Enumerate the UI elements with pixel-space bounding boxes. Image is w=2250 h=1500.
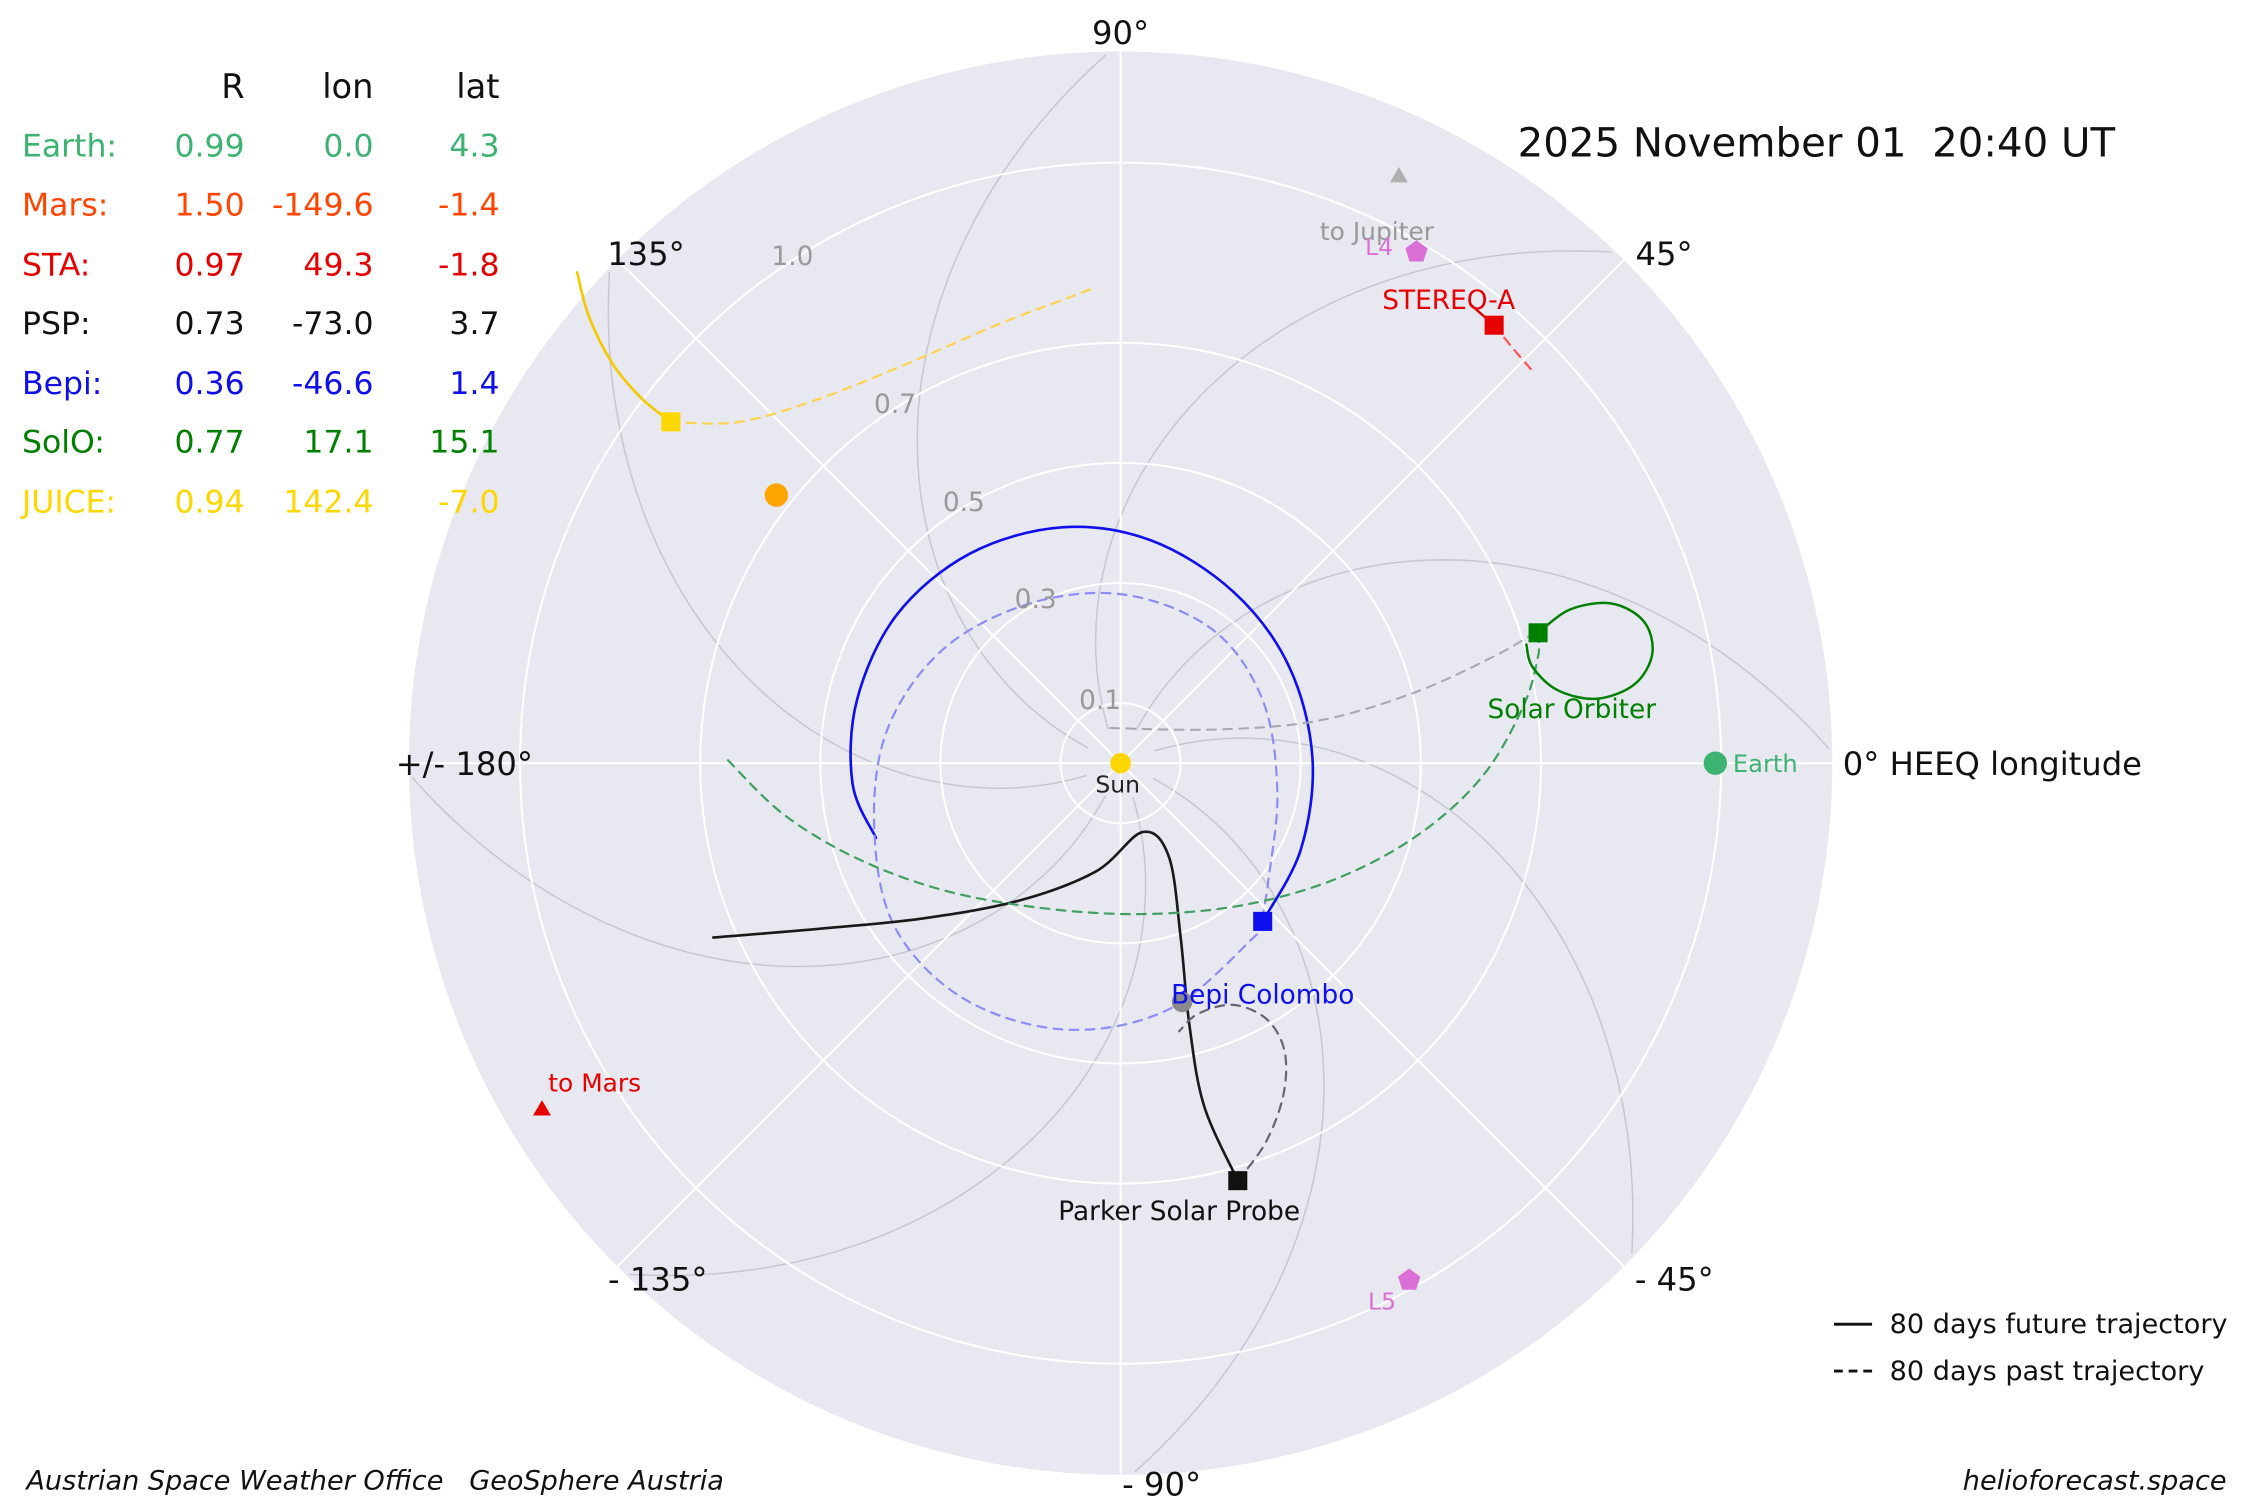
- angle-label-m45: - 45°: [1635, 1261, 1714, 1299]
- bepi-colombo-label: Bepi Colombo: [1171, 980, 1354, 1010]
- grey-past-trajectory: [1109, 633, 1534, 731]
- table-header-row: R lon lat: [22, 59, 500, 118]
- l4-marker: [1405, 240, 1428, 262]
- col-header-lon: lon: [322, 68, 374, 107]
- parker-spiral-line: [607, 272, 1087, 789]
- solar-orbiter-marker: [1528, 623, 1548, 643]
- juice-future-trajectory: [575, 271, 673, 424]
- ring-label-0-5: 0.5: [943, 488, 985, 518]
- grid-spoke: [616, 762, 1122, 1268]
- earth-label: Earth: [1733, 750, 1798, 778]
- dashed-line-glyph: [1833, 1369, 1873, 1373]
- legend-past-row: 80 days past trajectory: [1833, 1348, 2228, 1395]
- parker-spiral-line: [1134, 777, 1325, 1473]
- grid-spoke: [1119, 762, 1625, 1268]
- grid-spoke: [1119, 259, 1625, 764]
- grid-ring: [939, 581, 1302, 945]
- grid-ring: [699, 341, 1543, 1185]
- footer-attribution: Austrian Space Weather Office GeoSphere …: [26, 1466, 724, 1498]
- psp-label: Parker Solar Probe: [1058, 1197, 1300, 1227]
- legend-past-label: 80 days past trajectory: [1889, 1355, 2205, 1387]
- grid-ring: [1059, 702, 1182, 825]
- angle-label-0: 0° HEEQ longitude: [1843, 745, 2142, 783]
- parker-spiral-line: [1094, 250, 1612, 730]
- bepi-future-trajectory: [849, 525, 1315, 923]
- solid-line-glyph: [1833, 1322, 1873, 1326]
- ring-label-1-0: 1.0: [772, 242, 814, 272]
- parker-spiral-line: [1135, 559, 1830, 750]
- angle-label-m90: - 90°: [1122, 1466, 1201, 1500]
- footer-website: helioforecast.space: [1962, 1466, 2227, 1498]
- juice-marker: [661, 412, 681, 432]
- angle-label-135: 135°: [607, 235, 685, 273]
- parker-spiral-line: [916, 54, 1107, 749]
- psp-past-trajectory: [1178, 1003, 1288, 1182]
- angle-label-45: 45°: [1636, 235, 1693, 273]
- solar-orbiter-label: Solar Orbiter: [1487, 695, 1656, 725]
- legend-future-row: 80 days future trajectory: [1833, 1301, 2228, 1348]
- col-header-lat: lat: [456, 68, 500, 107]
- parker-spiral-line: [1154, 737, 1634, 1255]
- table-row-sta: STA: 0.97 49.3 -1.8: [21, 246, 500, 284]
- table-row-earth: Earth: 0.99 0.0 4.3: [21, 128, 500, 165]
- bepi-colombo-marker: [1253, 911, 1273, 931]
- stereo-a-label: STEREO-A: [1382, 286, 1515, 316]
- psp-marker: [1228, 1171, 1248, 1191]
- table-row-juice: JUICE: 0.94 142.4 -7.0: [21, 484, 500, 521]
- venus-marker: [764, 483, 789, 507]
- angle-label-90: 90°: [1092, 14, 1149, 52]
- solo-past-trajectory: [726, 634, 1541, 916]
- mercury-marker: [1171, 991, 1193, 1013]
- col-header-r: R: [221, 68, 245, 107]
- trajectory-legend: 80 days future trajectory 80 days past t…: [1833, 1301, 2228, 1395]
- to-mars-marker: [533, 1100, 551, 1116]
- to-jupiter-marker: [1389, 166, 1408, 183]
- datetime-title: 2025 November 01 20:40 UT: [1517, 120, 2116, 167]
- ring-label-0-3: 0.3: [1015, 585, 1057, 615]
- stereo-a-marker: [1484, 315, 1504, 335]
- earth-marker: [1703, 751, 1728, 775]
- parker-spiral-line: [411, 777, 1107, 968]
- table-row-solo: SolO: 0.77 17.1 15.1: [21, 424, 500, 462]
- grid-spoke: [616, 259, 1122, 764]
- ring-label-0-7: 0.7: [874, 390, 916, 420]
- sun-label: Sun: [1095, 770, 1140, 798]
- table-row-psp: PSP: 0.73 -73.0 3.7: [21, 306, 500, 343]
- bepi-past-trajectory: [872, 591, 1279, 1031]
- l4-label: L4: [1365, 233, 1393, 261]
- sun-marker: [1110, 752, 1131, 774]
- to-jupiter-label: to Jupiter: [1320, 217, 1435, 246]
- table-row-bepi: Bepi: 0.36 -46.6 1.4: [21, 365, 500, 403]
- juice-past-trajectory: [669, 286, 1097, 425]
- ring-label-0-1: 0.1: [1079, 686, 1121, 716]
- to-mars-label: to Mars: [548, 1068, 641, 1097]
- l5-marker: [1398, 1268, 1421, 1290]
- ephemeris-table: R lon lat Earth: 0.99 0.0 4.3 Mars: 1.50…: [22, 59, 500, 534]
- angle-label-m135: - 135°: [608, 1261, 707, 1299]
- grid-ring: [819, 461, 1422, 1065]
- angle-label-180: +/- 180°: [396, 745, 533, 783]
- l5-label: L5: [1368, 1288, 1396, 1316]
- table-row-mars: Mars: 1.50 -149.6 -1.4: [21, 187, 500, 225]
- parker-spiral-line: [629, 796, 1147, 1277]
- solo-future-trajectory: [1525, 601, 1654, 701]
- psp-future-trajectory: [712, 830, 1240, 1182]
- legend-future-label: 80 days future trajectory: [1889, 1308, 2228, 1340]
